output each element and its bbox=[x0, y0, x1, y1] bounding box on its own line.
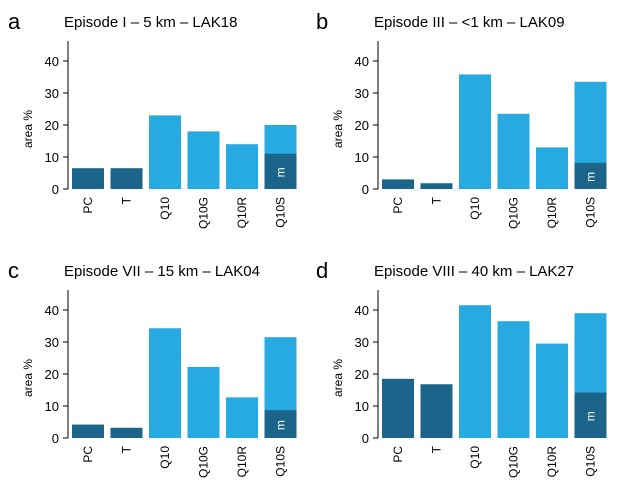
y-tick-label: 40 bbox=[355, 54, 369, 69]
x-tick-label: Q10 bbox=[468, 197, 482, 220]
panel-letter: a bbox=[8, 9, 21, 34]
x-tick-label: Q10S bbox=[274, 446, 288, 477]
bar-q10 bbox=[459, 74, 491, 189]
bar-q10r bbox=[536, 147, 568, 189]
bar-q10 bbox=[149, 328, 181, 438]
x-tick-label: Q10G bbox=[507, 197, 521, 229]
panel-letter: d bbox=[316, 258, 328, 283]
x-tick-label: T bbox=[430, 196, 444, 204]
bar-pc bbox=[382, 378, 414, 438]
y-tick-label: 40 bbox=[45, 54, 59, 69]
bar-t bbox=[110, 168, 143, 189]
y-axis-label: area % bbox=[21, 110, 35, 148]
x-tick-label: Q10G bbox=[197, 446, 211, 478]
y-tick-label: 0 bbox=[52, 431, 59, 446]
x-tick-label: Q10S bbox=[274, 197, 288, 228]
x-tick-label: PC bbox=[81, 446, 95, 463]
y-tick-label: 40 bbox=[45, 303, 59, 318]
x-tick-label: PC bbox=[391, 197, 405, 214]
y-tick-label: 30 bbox=[45, 335, 59, 350]
chart-title: Episode III – <1 km – LAK09 bbox=[374, 14, 565, 31]
bar-q10g bbox=[187, 131, 220, 189]
bar-q10s-m-segment bbox=[574, 392, 607, 438]
y-tick-label: 10 bbox=[355, 399, 369, 414]
y-tick-label: 30 bbox=[355, 335, 369, 350]
y-tick-label: 20 bbox=[355, 367, 369, 382]
bar-q10g bbox=[497, 321, 530, 438]
x-tick-label: T bbox=[120, 445, 134, 453]
bar-q10r bbox=[226, 144, 258, 189]
y-axis-label: area % bbox=[331, 359, 345, 397]
bar-t bbox=[110, 427, 143, 438]
y-tick-label: 20 bbox=[355, 118, 369, 133]
bar-q10g bbox=[187, 366, 220, 438]
chart-panel-d: d Episode VIII – 40 km – LAK27 0 10 20 30 40 ar… bbox=[316, 258, 607, 478]
x-tick-label: T bbox=[430, 445, 444, 453]
m-segment-label: m bbox=[274, 420, 288, 430]
x-tick-label: Q10S bbox=[584, 197, 598, 228]
bar-q10s-m-segment bbox=[264, 153, 297, 189]
m-segment-label: m bbox=[274, 167, 288, 177]
chart-panel-a: a Episode I – 5 km – LAK18 0 10 20 30 40 area %… bbox=[8, 9, 297, 229]
x-tick-label: Q10 bbox=[158, 197, 172, 220]
y-tick-label: 40 bbox=[355, 303, 369, 318]
x-tick-label: T bbox=[120, 196, 134, 204]
x-tick-label: Q10G bbox=[197, 197, 211, 229]
bar-q10 bbox=[149, 115, 181, 189]
bar-q10 bbox=[459, 305, 491, 438]
y-tick-label: 0 bbox=[362, 182, 369, 197]
chart-panel-c: c Episode VII – 15 km – LAK04 0 10 20 30 40 are… bbox=[8, 258, 297, 478]
bar-pc bbox=[382, 179, 414, 189]
y-axis-label: area % bbox=[21, 359, 35, 397]
panel-letter: b bbox=[316, 9, 328, 34]
y-tick-label: 20 bbox=[45, 367, 59, 382]
x-tick-label: Q10R bbox=[235, 197, 249, 229]
y-tick-label: 10 bbox=[355, 150, 369, 165]
bar-t bbox=[420, 384, 453, 438]
chart-panel-b: b Episode III – <1 km – LAK09 0 10 20 30 40 are… bbox=[316, 9, 607, 229]
y-tick-label: 10 bbox=[45, 150, 59, 165]
bar-q10r bbox=[226, 397, 258, 438]
x-tick-label: Q10G bbox=[507, 446, 521, 478]
x-tick-label: Q10R bbox=[235, 446, 249, 478]
y-tick-label: 10 bbox=[45, 399, 59, 414]
x-tick-label: Q10 bbox=[468, 446, 482, 469]
bar-q10s-m-segment bbox=[574, 162, 607, 189]
bar-q10g bbox=[497, 113, 530, 189]
y-tick-label: 30 bbox=[45, 86, 59, 101]
x-tick-label: Q10 bbox=[158, 446, 172, 469]
chart-title: Episode I – 5 km – LAK18 bbox=[64, 14, 237, 31]
chart-title: Episode VII – 15 km – LAK04 bbox=[64, 263, 260, 280]
bar-pc bbox=[72, 424, 104, 438]
m-segment-label: m bbox=[584, 172, 598, 182]
x-tick-label: PC bbox=[81, 197, 95, 214]
bar-q10r bbox=[536, 343, 568, 438]
x-tick-label: Q10S bbox=[584, 446, 598, 477]
panel-letter: c bbox=[8, 258, 19, 283]
bar-q10s-m-segment bbox=[264, 410, 297, 438]
x-tick-label: Q10R bbox=[545, 197, 559, 229]
y-tick-label: 0 bbox=[52, 182, 59, 197]
bar-t bbox=[420, 183, 453, 189]
x-tick-label: Q10R bbox=[545, 446, 559, 478]
x-tick-label: PC bbox=[391, 446, 405, 463]
y-tick-label: 0 bbox=[362, 431, 369, 446]
bar-pc bbox=[72, 168, 104, 189]
y-tick-label: 20 bbox=[45, 118, 59, 133]
y-tick-label: 30 bbox=[355, 86, 369, 101]
m-segment-label: m bbox=[584, 411, 598, 421]
y-axis-label: area % bbox=[331, 110, 345, 148]
chart-title: Episode VIII – 40 km – LAK27 bbox=[374, 263, 574, 280]
